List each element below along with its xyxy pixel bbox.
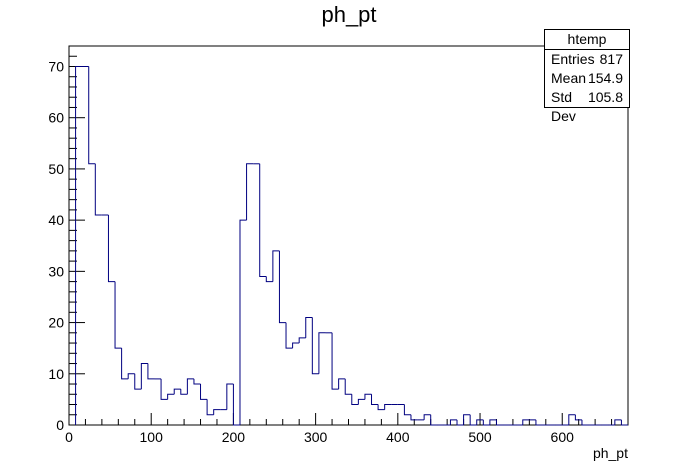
stats-mean-label: Mean (551, 70, 587, 86)
histogram-bin (357, 398, 365, 405)
histogram-bin (239, 219, 247, 425)
histogram-bin (311, 317, 319, 375)
histogram-bin (522, 419, 530, 425)
histogram-bin (265, 276, 273, 283)
histogram-bin (180, 389, 188, 395)
histogram-bin (318, 332, 326, 374)
histogram-bin (364, 393, 372, 400)
histogram-bin (469, 414, 477, 426)
stats-box-title: htemp (545, 30, 629, 50)
stats-stddev-value: 105.8 (587, 89, 623, 105)
stats-stddev-row: Std Dev 105.8 (545, 88, 629, 124)
histogram-bin (94, 163, 102, 216)
histogram-bin (114, 281, 122, 349)
histogram-bin (620, 419, 628, 426)
histogram-bin (331, 332, 339, 390)
histogram-bin (495, 419, 504, 426)
histogram-bin (371, 394, 379, 406)
histogram-bin (140, 363, 148, 390)
histogram-bin (160, 378, 168, 400)
x-tick-label: 500 (468, 429, 492, 445)
stats-box: htemp Entries 817 Mean 154.9 Std Dev 105… (544, 29, 630, 124)
x-axis: 0 100 200 300 400 500 600 (65, 413, 629, 445)
y-tick-label: 70 (48, 58, 64, 74)
y-tick-label: 60 (48, 110, 64, 126)
histogram-bin (173, 388, 181, 395)
histogram-bin (232, 384, 240, 426)
histogram-bin (568, 414, 576, 425)
histogram-bin (377, 404, 385, 411)
y-tick-label: 30 (48, 263, 64, 279)
histogram-bin (246, 163, 254, 221)
chart-title: ph_pt (321, 2, 377, 27)
histogram-bin (338, 378, 346, 390)
histogram-bin (259, 163, 267, 277)
histogram-bin (482, 419, 490, 426)
histogram-bin (351, 394, 359, 406)
x-tick-label: 400 (386, 429, 410, 445)
y-axis: 0 10 20 30 40 50 60 70 (48, 45, 85, 433)
histogram-bin (344, 378, 352, 395)
stats-entries-row: Entries 817 (545, 50, 629, 69)
histogram-bin (384, 404, 392, 410)
histogram-bin (403, 404, 411, 416)
x-axis-label: ph_pt (593, 445, 628, 461)
stats-entries-label: Entries (551, 51, 595, 67)
x-tick-label: 600 (551, 429, 575, 445)
histogram-bin (278, 250, 287, 324)
histogram-bin (193, 378, 201, 385)
histogram-bin (410, 414, 418, 421)
stats-entries-value: 817 (599, 51, 623, 67)
histogram-bin (75, 65, 83, 425)
histogram-bin (614, 419, 622, 425)
histogram-bin (298, 337, 306, 344)
histogram-bin (449, 419, 458, 425)
histogram-bin (186, 378, 194, 395)
histogram-bin (134, 373, 142, 390)
y-tick-label: 20 (48, 315, 64, 331)
stats-mean-row: Mean 154.9 (545, 69, 629, 88)
histogram-bin (127, 373, 135, 379)
histogram-bin (489, 419, 497, 425)
histogram-bin (476, 419, 484, 425)
x-tick-label: 300 (304, 429, 328, 445)
histogram-bin (292, 342, 300, 349)
histogram-bin (206, 399, 214, 416)
stats-stddev-label: Std Dev (551, 89, 576, 124)
x-tick-label: 200 (222, 429, 246, 445)
y-tick-label: 0 (56, 417, 64, 433)
histogram-bin (107, 215, 116, 283)
histogram-bin (226, 383, 234, 410)
stats-mean-value: 154.9 (587, 70, 623, 86)
y-tick-label: 10 (48, 366, 64, 382)
histogram-bin (581, 419, 589, 426)
histogram-bin (272, 250, 280, 282)
histogram-bin (88, 66, 96, 165)
histogram-bin (535, 419, 543, 426)
histogram-bin (463, 414, 471, 425)
x-tick-label: 100 (140, 429, 164, 445)
histogram-bin (121, 348, 129, 380)
histogram-bin (574, 414, 582, 421)
x-tick-label: 0 (65, 429, 73, 445)
histogram-bin (200, 384, 208, 400)
histogram-bin (423, 414, 431, 420)
histogram-bin (285, 322, 293, 349)
histogram-bin (456, 419, 464, 426)
histogram-bin (430, 414, 438, 426)
y-tick-label: 40 (48, 212, 64, 228)
histogram-bin (147, 363, 155, 380)
histogram-bars (75, 65, 628, 426)
y-tick-label: 50 (48, 161, 64, 177)
histogram-bin (213, 409, 221, 415)
histogram-bin (305, 316, 313, 338)
histogram-bin (167, 393, 175, 400)
